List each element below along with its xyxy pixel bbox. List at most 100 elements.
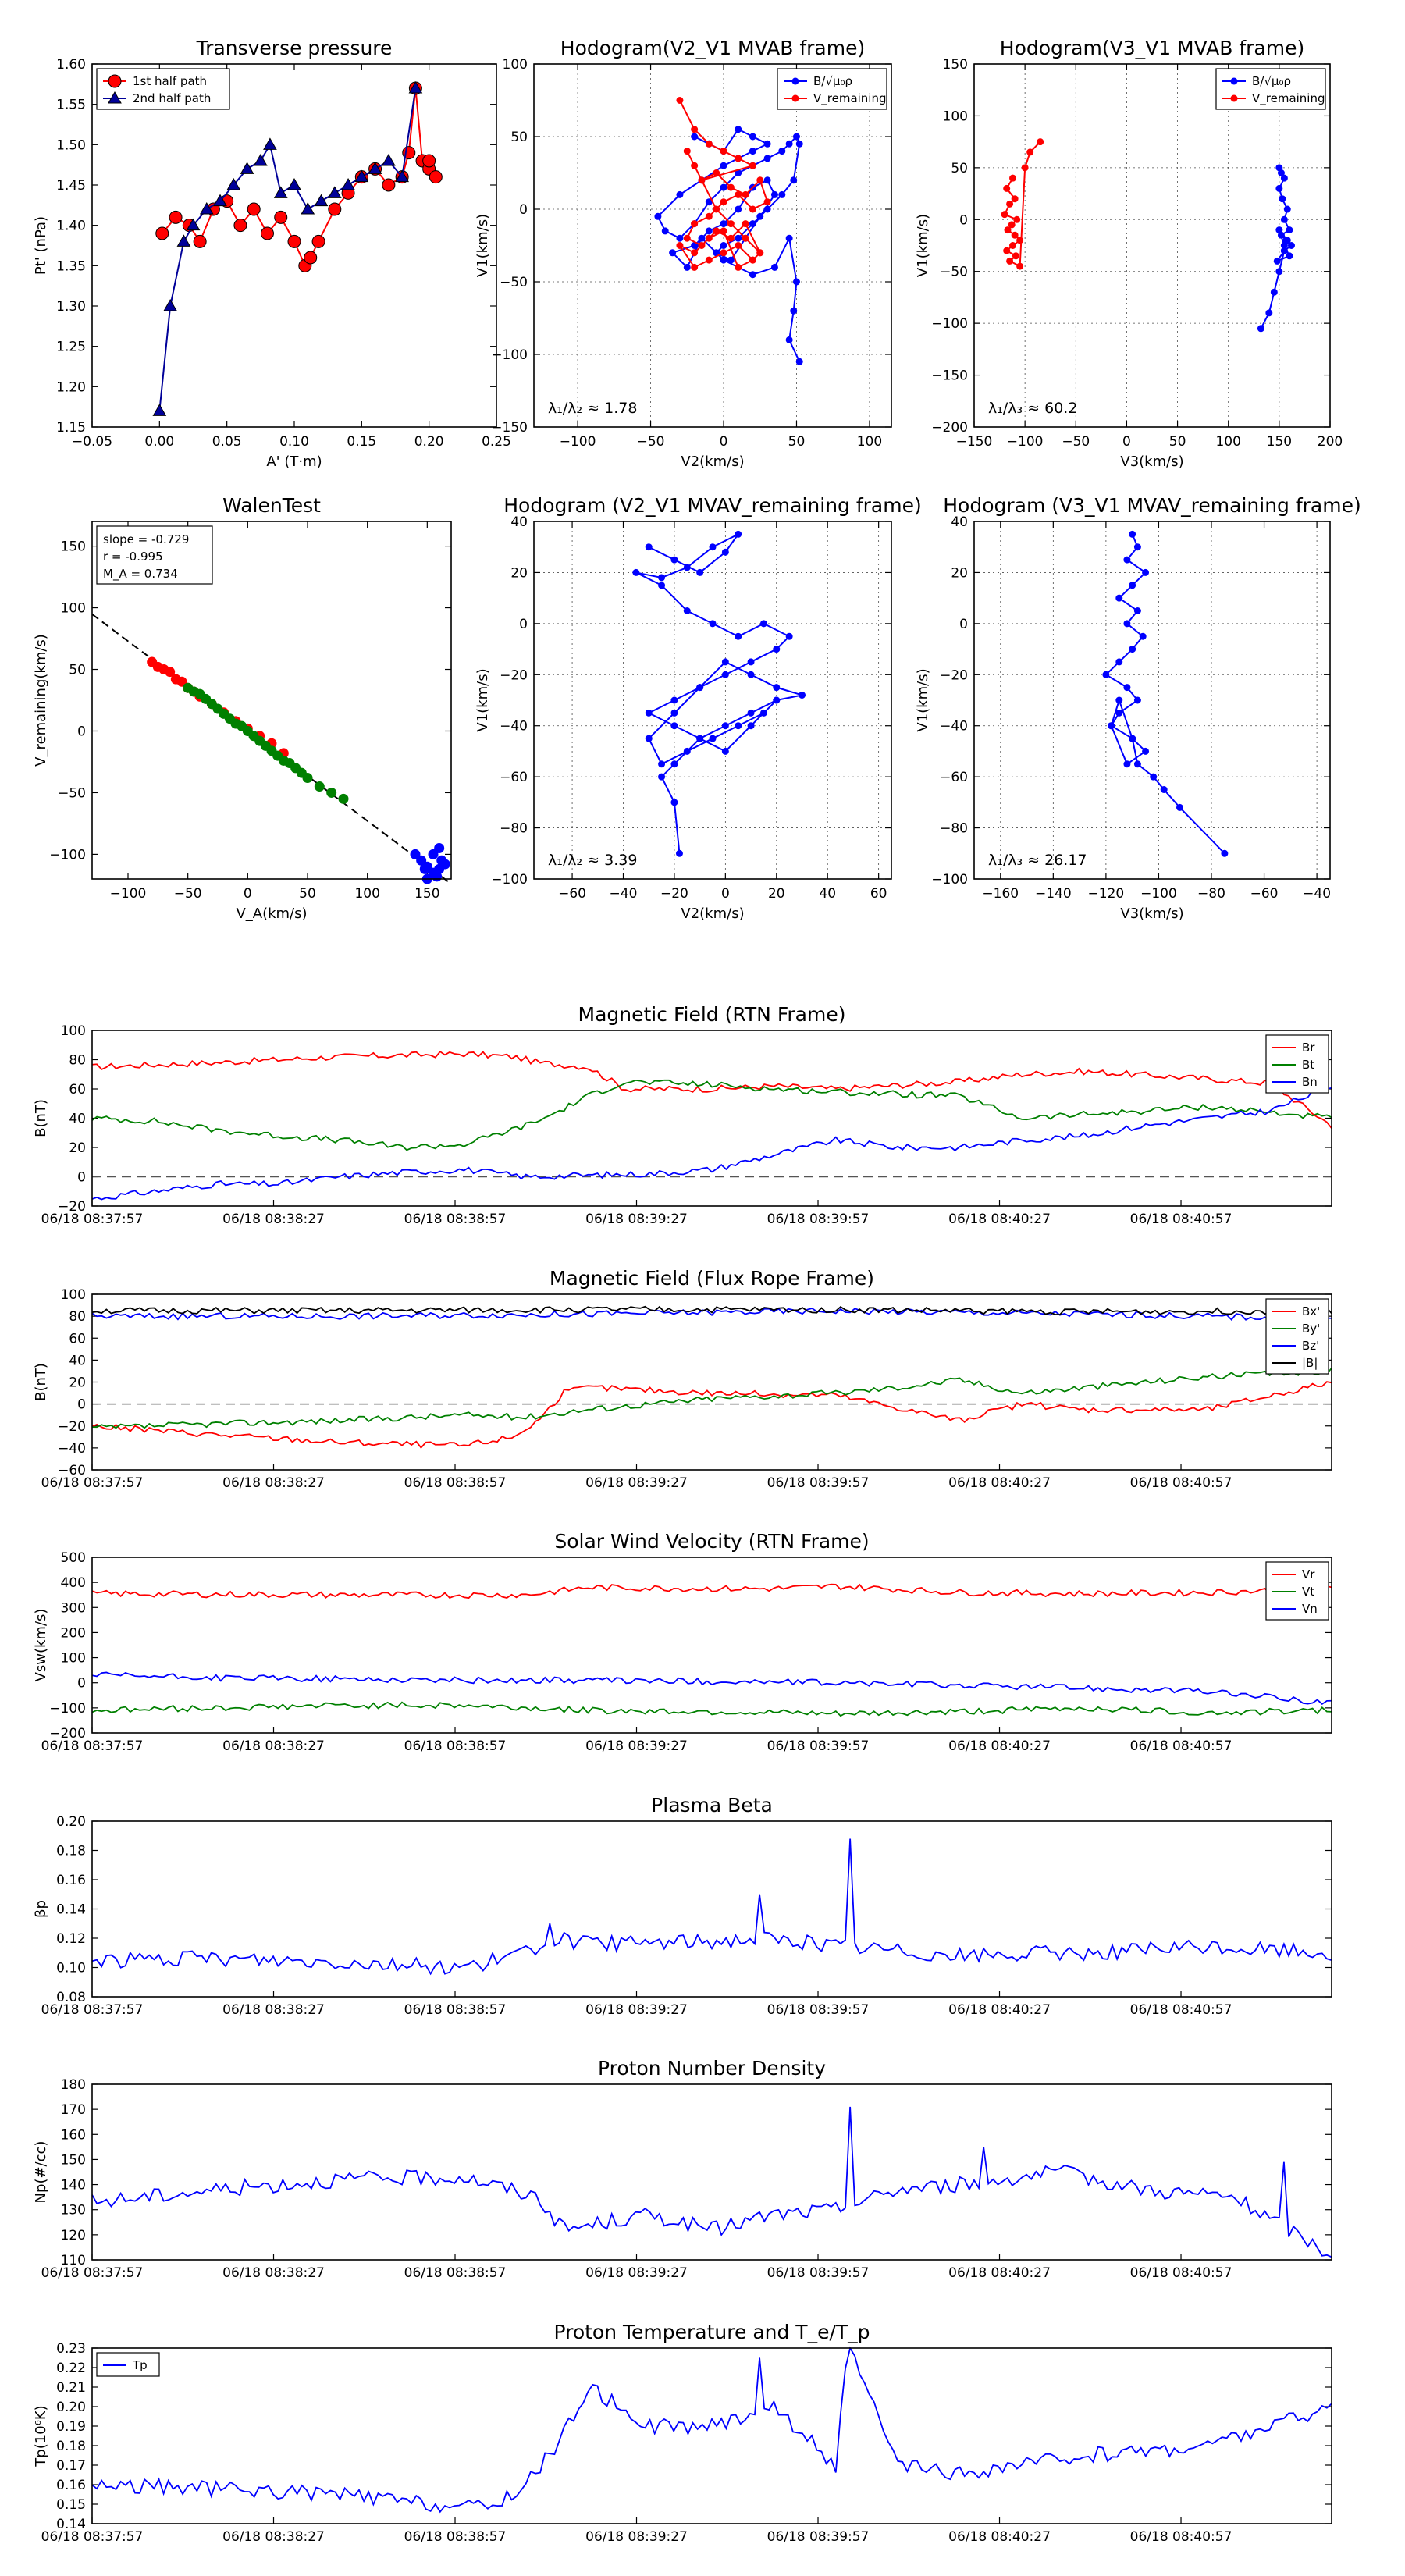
tp-series-0-point (260, 226, 274, 240)
tp-legend-marker (108, 74, 122, 88)
tp-ytick-label: 1.50 (56, 137, 86, 153)
tp2-ytick-label: 0.16 (56, 2478, 86, 2493)
bflux-ytick-label: 20 (69, 1375, 86, 1391)
h1-series-1-point (691, 220, 699, 228)
h1-legend-label: V_remaining (813, 91, 887, 106)
h4-xtick-label: −60 (1250, 886, 1279, 902)
walen-xtick-label: −100 (110, 886, 147, 902)
h4-title: Hodogram (V3_V1 MVAV_remaining frame) (943, 494, 1361, 517)
tp-xtick-label: 0.00 (144, 434, 174, 450)
tp-frame (91, 63, 497, 428)
bmag-ylabel: B(nT) (33, 1099, 49, 1137)
h3-xtick-label: 60 (870, 886, 887, 902)
h4-series-0-point (1129, 735, 1136, 742)
vsw-time-label: 06/18 08:38:27 (222, 1738, 325, 1754)
vsw-ytick-label: 400 (61, 1575, 86, 1591)
walen-stat-0: slope = -0.729 (103, 532, 189, 546)
h1-xtick-label: −50 (637, 434, 665, 450)
h4-ytick-label: −80 (940, 821, 968, 837)
h1-series-0-point (735, 205, 742, 213)
h2-series-0-point (1286, 252, 1293, 260)
h1-xtick-label: −100 (560, 434, 596, 450)
walen-ytick-label: −50 (58, 785, 86, 801)
h3-series-0-point (683, 747, 691, 755)
np-ytick-label: 130 (61, 2203, 86, 2218)
h1-series-0-point (749, 133, 756, 141)
h4-series-0-point (1123, 684, 1131, 692)
tp-ytick-label: 1.25 (56, 340, 86, 355)
h3-series-0-point (747, 722, 755, 730)
h4-ytick-label: 40 (951, 514, 968, 530)
tp2-ytick-label: 0.22 (56, 2361, 86, 2376)
bflux-time-label: 06/18 08:40:27 (948, 1475, 1051, 1491)
h4-series-0-point (1160, 786, 1168, 793)
np-ytick-label: 180 (61, 2077, 86, 2093)
h3-series-0-point (670, 696, 678, 704)
walen-xtick-label: 50 (299, 886, 316, 902)
tp2-ytick-label: 0.23 (56, 2341, 86, 2357)
vsw-series-Vt-line (91, 1701, 1332, 1717)
bflux-time-label: 06/18 08:40:57 (1130, 1475, 1232, 1491)
bmag-ytick-label: −20 (58, 1199, 86, 1215)
walen-blue-point (416, 855, 427, 866)
beta-ytick-label: 0.18 (56, 1844, 86, 1859)
h1-ytick-label: −150 (491, 420, 528, 436)
h1-series-0-point (792, 133, 800, 141)
tp-axes: Transverse pressure −0.05 0.00 0.05 0.10 0.15… (33, 37, 511, 470)
tp-legend-label: 1st half path (133, 74, 207, 88)
h4-series-0-point (1142, 747, 1150, 755)
h2-legend-label: V_remaining (1252, 91, 1325, 106)
h1-series-0-point (720, 220, 727, 228)
vsw-time-label: 06/18 08:38:57 (404, 1738, 507, 1754)
h2-series-0-point (1275, 184, 1283, 192)
tp-series-1-point (301, 201, 315, 215)
h2-series-0-point (1283, 237, 1291, 244)
walen-red-point (176, 676, 187, 687)
vsw-series-Vr-line (91, 1583, 1332, 1599)
h3-series-0-point (735, 722, 742, 730)
tp2-legend-label: Tp (132, 2358, 148, 2372)
tp2-series-Tp-line (91, 2346, 1332, 2514)
h2-series-1-point (1009, 174, 1017, 182)
bflux-time-label: 06/18 08:39:57 (767, 1475, 870, 1491)
h1-series-0-point (785, 336, 793, 343)
tp-ytick-label: 1.35 (56, 258, 86, 274)
h2-ytick-label: −50 (940, 265, 968, 280)
h2-series-1-point (1003, 184, 1011, 192)
h2-xtick-label: −50 (1062, 434, 1090, 450)
h3-series-0-point (773, 696, 781, 704)
h1-series-1-point (749, 256, 756, 264)
np-ylabel: Np(#/cc) (33, 2141, 49, 2204)
beta-ytick-label: 0.08 (56, 1990, 86, 2005)
np-time-label: 06/18 08:38:57 (404, 2265, 507, 2281)
beta-ytick-label: 0.12 (56, 1931, 86, 1947)
h1-series-1-point (691, 249, 699, 257)
tp-series-0-point (287, 234, 301, 248)
h2-xtick-label: 100 (1215, 434, 1240, 450)
h1-series-0-point (792, 278, 800, 286)
walen-ytick-label: 150 (61, 539, 86, 555)
h3-xtick-label: −40 (610, 886, 638, 902)
bflux-ylabel: B(nT) (33, 1363, 49, 1401)
h4-series-0-point (1123, 760, 1131, 768)
tp-ytick-label: 1.45 (56, 178, 86, 194)
tp2-ylabel: Tp(10⁶K) (33, 2405, 49, 2467)
h2-series-0-point (1275, 268, 1283, 276)
walen-stat-1: r = -0.995 (103, 550, 163, 564)
h2-ytick-label: −200 (931, 420, 968, 436)
h4-series-0-point (1221, 849, 1229, 857)
h2-xtick-label: 150 (1267, 434, 1292, 450)
h1-series-1-point (713, 169, 720, 176)
vsw-ytick-label: −200 (49, 1726, 86, 1742)
h2-frame (973, 63, 1331, 428)
h2-title: Hodogram(V3_V1 MVAB frame) (1000, 37, 1304, 59)
h1-xtick-label: 0 (720, 434, 728, 450)
h1-series-1-point (691, 162, 699, 169)
tp-series-0-point (274, 210, 288, 224)
tp-series-1-point (213, 194, 227, 207)
h2-series-1-point (1003, 247, 1011, 254)
walen-blue-point (434, 843, 445, 854)
walen-blue-point (428, 849, 439, 859)
tp-ytick-label: 1.30 (56, 299, 86, 315)
h1-series-1-point (749, 205, 756, 213)
